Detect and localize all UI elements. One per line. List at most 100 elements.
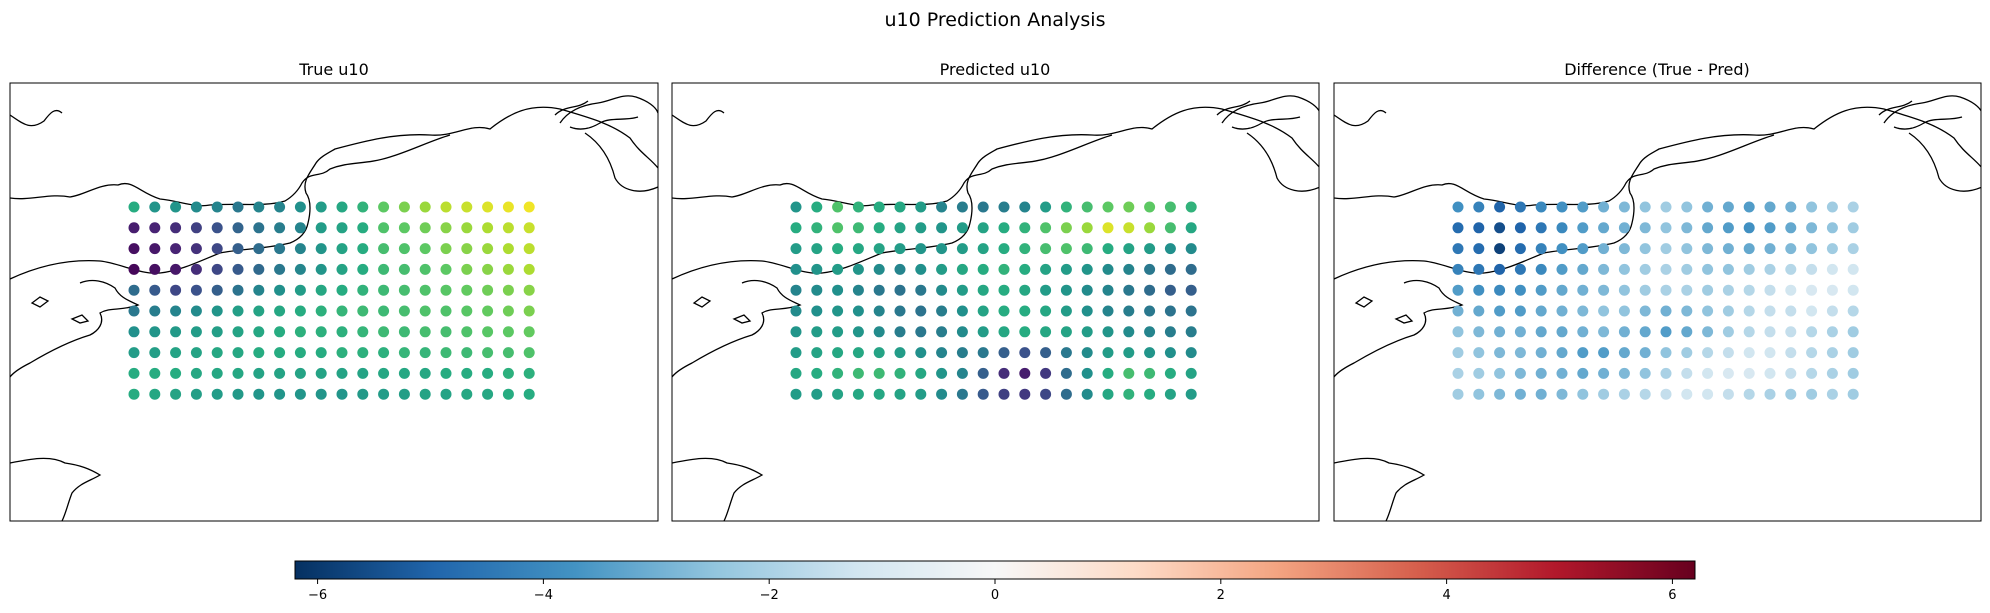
data-point <box>894 263 906 275</box>
data-point <box>1598 201 1610 213</box>
data-point <box>790 222 802 234</box>
data-point <box>1019 284 1031 296</box>
data-point <box>1535 305 1547 317</box>
data-point <box>1060 243 1072 255</box>
data-point <box>915 347 927 359</box>
data-point <box>1556 388 1568 400</box>
data-point <box>1535 326 1547 338</box>
data-point <box>1060 305 1072 317</box>
data-point <box>378 305 390 317</box>
data-point <box>1660 201 1672 213</box>
data-point <box>315 305 327 317</box>
data-point <box>482 222 494 234</box>
data-point <box>1639 243 1651 255</box>
data-point <box>190 284 202 296</box>
data-point <box>274 305 286 317</box>
coastline-east <box>1246 132 1319 192</box>
data-point <box>336 347 348 359</box>
data-point <box>253 243 265 255</box>
data-point <box>1452 326 1464 338</box>
coastline-group <box>10 95 658 521</box>
data-point <box>1185 243 1197 255</box>
coastline-north <box>1334 109 1387 127</box>
data-point <box>1806 388 1818 400</box>
data-point <box>790 243 802 255</box>
data-point <box>1123 388 1135 400</box>
data-point <box>852 201 864 213</box>
data-point <box>190 326 202 338</box>
data-point <box>315 388 327 400</box>
data-point <box>1826 284 1838 296</box>
data-point <box>1826 326 1838 338</box>
data-point <box>1081 326 1093 338</box>
data-point <box>1185 305 1197 317</box>
data-point <box>1185 284 1197 296</box>
data-point <box>1040 388 1052 400</box>
data-point <box>1681 388 1693 400</box>
data-point <box>1722 243 1734 255</box>
data-point <box>1123 367 1135 379</box>
data-point <box>790 367 802 379</box>
data-point <box>977 222 989 234</box>
panel-axes-frame <box>10 83 658 521</box>
data-point <box>1040 347 1052 359</box>
data-point <box>128 326 140 338</box>
panel-title-predicted: Predicted u10 <box>940 60 1051 79</box>
data-point <box>190 367 202 379</box>
data-point <box>232 347 244 359</box>
data-point <box>915 201 927 213</box>
data-point <box>1702 243 1714 255</box>
data-point <box>1494 222 1506 234</box>
data-point <box>1494 388 1506 400</box>
data-point <box>253 347 265 359</box>
data-point <box>1060 201 1072 213</box>
data-point <box>1618 263 1630 275</box>
data-point <box>440 284 452 296</box>
data-point <box>1702 367 1714 379</box>
panel-title-difference: Difference (True - Pred) <box>1564 60 1750 79</box>
data-point <box>1639 263 1651 275</box>
data-point <box>149 388 161 400</box>
data-point <box>461 367 473 379</box>
data-point <box>440 388 452 400</box>
data-point <box>1535 222 1547 234</box>
data-point <box>357 243 369 255</box>
data-point <box>1722 347 1734 359</box>
data-point <box>915 284 927 296</box>
data-point <box>1556 243 1568 255</box>
data-point <box>873 388 885 400</box>
data-point <box>357 284 369 296</box>
data-point <box>336 243 348 255</box>
data-point <box>832 347 844 359</box>
data-point <box>1102 367 1114 379</box>
data-point <box>1081 284 1093 296</box>
data-point <box>1826 367 1838 379</box>
data-point <box>315 367 327 379</box>
data-point <box>811 367 823 379</box>
data-point <box>1722 388 1734 400</box>
data-point <box>1164 243 1176 255</box>
data-point <box>873 284 885 296</box>
data-point <box>1164 284 1176 296</box>
data-point <box>149 347 161 359</box>
panel-true-u10: True u10 <box>9 60 659 522</box>
data-point <box>1494 305 1506 317</box>
data-point <box>956 243 968 255</box>
data-point <box>1144 347 1156 359</box>
coastline-east <box>584 132 658 192</box>
data-point <box>1452 388 1464 400</box>
data-point <box>1681 305 1693 317</box>
data-point <box>1102 284 1114 296</box>
data-point <box>253 222 265 234</box>
data-point <box>1764 388 1776 400</box>
data-point <box>440 347 452 359</box>
data-point <box>1598 222 1610 234</box>
data-point <box>357 388 369 400</box>
data-point <box>1826 243 1838 255</box>
data-point <box>211 243 223 255</box>
data-point <box>1764 326 1776 338</box>
data-point <box>1452 367 1464 379</box>
data-point <box>1785 388 1797 400</box>
data-point <box>1722 367 1734 379</box>
data-point <box>294 284 306 296</box>
